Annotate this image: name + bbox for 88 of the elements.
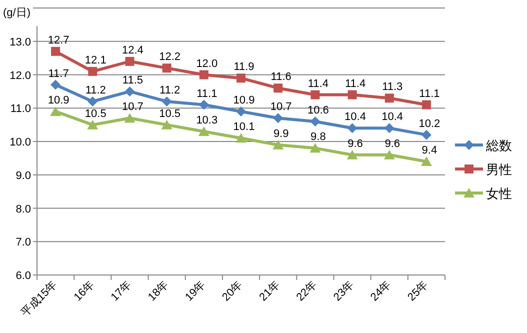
point [347,123,358,134]
x-tick-label: 17年 [108,278,134,304]
data-label: 11.3 [382,81,403,94]
x-tick-label: 23年 [331,278,356,304]
data-label: 11.1 [419,88,440,100]
data-label: 12.0 [196,58,218,70]
data-label: 10.1 [233,121,255,134]
data-label: 10.6 [307,104,329,116]
point [310,143,321,153]
x-tick-label: 16年 [72,278,97,304]
point [422,100,431,110]
point [198,126,210,136]
point [273,113,284,124]
data-label: 11.4 [308,78,328,90]
y-tick-label: 6.0 [16,270,31,282]
point [87,120,98,130]
data-label: 10.7 [270,101,292,114]
y-tick-label: 9.0 [16,170,31,182]
point [124,113,136,123]
data-label: 12.7 [48,34,70,46]
data-label: 11.6 [270,71,292,84]
data-label: 11.4 [344,78,366,90]
x-tick-label: 22年 [294,278,320,304]
y-tick-label: 8.0 [16,203,31,216]
data-label: 11.2 [85,84,106,96]
data-label: 10.2 [418,118,440,130]
data-label: 10.3 [196,114,218,126]
x-tick-label: 21年 [257,278,282,304]
point [125,56,134,66]
x-tick-label: 24年 [368,278,394,304]
point [50,80,61,90]
point [384,94,394,103]
legend-label: 男性 [486,162,512,177]
point [420,156,432,166]
point [124,86,135,96]
data-label: 10.4 [382,111,404,124]
x-tick-label: 19年 [183,278,208,304]
data-label: 9.6 [348,138,363,150]
point [236,74,246,83]
point [348,90,357,100]
point [346,150,358,160]
point [310,116,320,126]
data-label: 12.1 [84,54,106,66]
data-label: 10.5 [159,108,181,120]
point [384,150,395,160]
legend-label: 総数 [485,138,512,153]
point [162,64,172,73]
data-label: 9.8 [310,131,326,144]
data-label: 11.2 [160,84,180,96]
data-label: 11.7 [48,68,69,80]
legend-label: 女性 [486,186,512,201]
y-tick-label: 12.0 [10,70,31,82]
point [421,130,432,140]
data-label: 10.5 [84,108,106,120]
data-label: 9.4 [422,144,438,157]
y-axis-title: (g/日) [3,7,30,19]
x-tick-label: 25年 [406,278,431,304]
point [88,96,98,106]
data-label: 11.1 [196,88,218,100]
data-label: 10.4 [344,111,366,124]
x-tick-label: 18年 [146,278,171,304]
data-label: 11.9 [234,61,254,74]
data-label: 9.6 [384,138,400,150]
point [274,84,283,93]
data-label: 12.4 [122,44,144,56]
y-tick-label: 13.0 [10,36,31,48]
point [50,106,62,116]
data-label: 10.9 [233,94,255,106]
point [236,106,246,116]
data-label: 10.7 [122,101,144,114]
point [272,140,284,150]
data-label: 11.5 [122,74,144,86]
point [161,120,172,130]
y-tick-label: 11.0 [10,103,31,116]
point [88,66,98,76]
x-tick-label: 20年 [220,278,246,304]
y-tick-label: 7.0 [16,236,31,249]
point [236,133,246,143]
point [51,46,60,56]
y-tick-label: 10.0 [10,136,31,148]
point [198,100,209,110]
data-label: 10.9 [48,94,70,106]
point [384,123,394,134]
point [310,90,320,100]
point [162,96,172,106]
data-label: 9.9 [273,128,289,140]
data-label: 12.2 [159,51,181,64]
point [199,70,208,80]
